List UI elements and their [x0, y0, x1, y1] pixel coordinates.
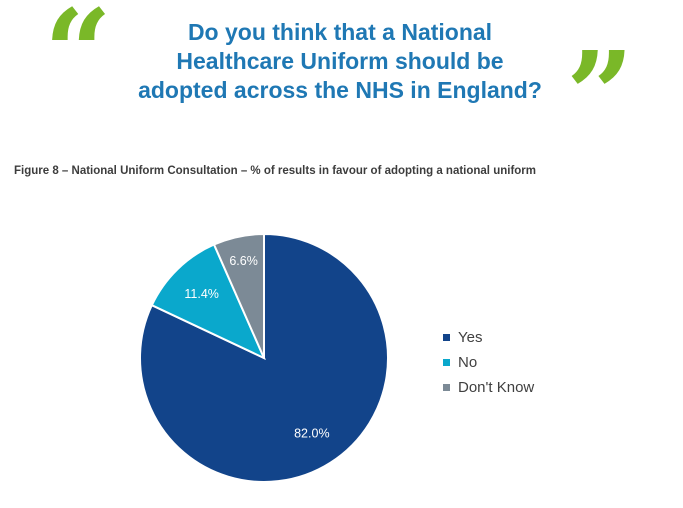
chart-legend: Yes No Don't Know [443, 325, 534, 400]
legend-label-no: No [458, 354, 478, 371]
slice-label-no: 11.4% [184, 287, 219, 301]
legend-label-yes: Yes [458, 329, 483, 346]
pie-slice-no [150, 243, 266, 361]
figure-caption: Figure 8 – National Uniform Consultation… [14, 165, 536, 177]
slice-label-dont-know: 6.6% [229, 254, 258, 268]
legend-swatch-no [443, 359, 450, 366]
legend-item-dont-know: Don't Know [443, 375, 534, 400]
legend-swatch-yes [443, 334, 450, 341]
legend-item-yes: Yes [443, 325, 534, 350]
question-line-1: Do you think that a National [187, 19, 493, 45]
question-line-3: adopted across the NHS in England? [138, 77, 542, 103]
close-quote-icon: ” [566, 25, 634, 164]
pie-slice-dont-know [212, 232, 265, 359]
survey-question: Do you think that a National Healthcare … [120, 18, 560, 105]
question-line-2: Healthcare Uniform should be [176, 48, 504, 74]
legend-item-no: No [443, 350, 534, 375]
open-quote-icon: “ [44, 0, 112, 122]
slice-label-yes: 82.0% [294, 426, 329, 440]
legend-swatch-dont-know [443, 384, 450, 391]
legend-label-dont-know: Don't Know [458, 379, 535, 396]
